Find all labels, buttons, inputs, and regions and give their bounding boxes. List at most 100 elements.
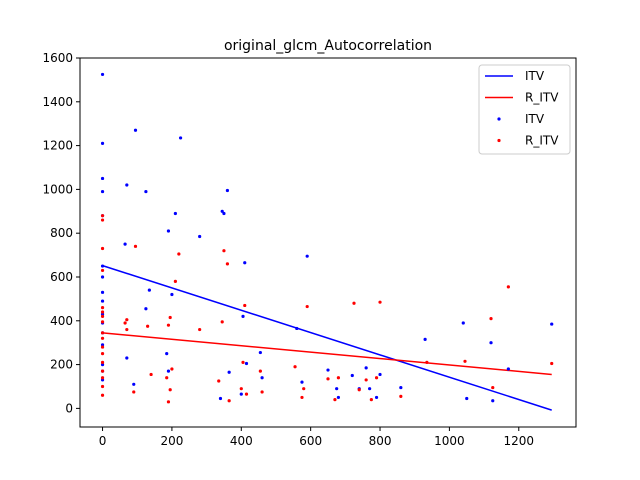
scatter-point-itv	[125, 183, 129, 187]
scatter-point-r-itv	[100, 360, 105, 364]
scatter-point-r-itv	[100, 376, 105, 380]
y-tick-label: 1400	[42, 95, 73, 109]
scatter-point-itv	[465, 396, 469, 401]
scatter-point-itv	[100, 343, 105, 347]
scatter-point-itv	[123, 242, 127, 246]
scatter-point-itv	[218, 396, 223, 401]
scatter-point-r-itv	[489, 316, 493, 321]
y-tick-label: 1200	[42, 139, 73, 153]
legend-label: ITV	[525, 69, 545, 83]
scatter-point-itv	[178, 136, 183, 140]
scatter-point-r-itv	[357, 388, 361, 392]
scatter-point-itv	[258, 350, 262, 355]
legend-label: R_ITV	[525, 134, 559, 148]
scatter-point-r-itv	[170, 367, 174, 371]
scatter-point-itv	[350, 373, 354, 378]
legend-label: ITV	[525, 112, 545, 126]
scatter-point-r-itv	[305, 304, 309, 309]
scatter-point-itv	[239, 392, 243, 396]
scatter-point-itv	[225, 188, 230, 193]
scatter-point-r-itv	[100, 331, 105, 335]
scatter-point-r-itv	[165, 376, 169, 380]
y-tick-label: 1600	[42, 51, 73, 65]
scatter-point-itv	[305, 254, 309, 258]
scatter-point-r-itv	[125, 318, 129, 322]
scatter-point-itv	[100, 290, 105, 294]
y-tick-label: 400	[50, 314, 73, 328]
x-tick-label: 600	[299, 434, 322, 448]
scatter-point-r-itv	[198, 327, 202, 332]
scatter-point-r-itv	[364, 378, 368, 382]
scatter-point-itv	[100, 378, 105, 382]
scatter-point-r-itv	[100, 320, 105, 324]
chart-title: original_glcm_Autocorrelation	[224, 38, 432, 54]
scatter-point-itv	[100, 264, 105, 268]
scatter-point-itv	[100, 72, 105, 77]
scatter-point-r-itv	[217, 379, 221, 383]
scatter-point-r-itv	[491, 385, 495, 390]
scatter-point-itv	[220, 209, 224, 213]
scatter-point-itv	[336, 395, 341, 400]
scatter-point-itv	[100, 362, 105, 367]
axes-frame	[79, 57, 577, 428]
scatter-point-r-itv	[302, 387, 306, 391]
scatter-point-itv	[100, 189, 105, 194]
scatter-point-r-itv	[352, 301, 356, 305]
scatter-point-itv	[166, 369, 171, 373]
scatter-point-itv	[241, 314, 245, 319]
scatter-point-itv	[326, 368, 330, 372]
scatter-point-r-itv	[100, 306, 105, 310]
scatter-point-r-itv	[173, 279, 177, 283]
scatter-point-r-itv	[369, 398, 373, 402]
x-tick-label: 400	[230, 434, 253, 448]
legend: ITV R_ITV ITV R_ITV	[478, 64, 571, 155]
scatter-point-r-itv	[100, 345, 105, 349]
scatter-point-r-itv	[100, 352, 105, 356]
scatter-point-r-itv	[258, 369, 262, 373]
scatter-point-r-itv	[550, 361, 554, 366]
legend-box	[478, 64, 571, 155]
scatter-point-r-itv	[239, 387, 243, 391]
scatter-point-itv	[144, 189, 148, 194]
scatter-point-r-itv	[100, 314, 105, 319]
scatter-point-r-itv	[166, 323, 171, 327]
scatter-point-itv	[423, 337, 427, 342]
scatter-point-itv	[378, 372, 382, 377]
scatter-point-r-itv	[132, 390, 136, 394]
scatter-point-itv	[100, 176, 105, 181]
y-tick-label: 600	[50, 270, 73, 284]
scatter-point-r-itv	[463, 359, 467, 363]
scatter-point-itv	[100, 312, 105, 316]
scatter-point-r-itv	[300, 395, 304, 400]
scatter-point-r-itv	[149, 372, 153, 377]
scatter-point-r-itv	[125, 327, 129, 332]
scatter-point-itv	[335, 387, 339, 391]
scatter-point-r-itv	[425, 360, 429, 364]
scatter-point-r-itv	[333, 398, 337, 402]
scatter-point-r-itv	[222, 249, 226, 253]
scatter-point-r-itv	[244, 392, 249, 396]
scatter-point-r-itv	[100, 246, 105, 251]
scatter-point-r-itv	[177, 252, 181, 256]
scatter-point-itv	[170, 292, 174, 297]
scatter-point-r-itv	[378, 300, 382, 304]
y-tick-label: 800	[50, 226, 73, 240]
scatter-point-itv	[244, 361, 249, 366]
scatter-point-itv	[222, 211, 226, 216]
y-tick-label: 200	[50, 358, 73, 372]
y-tick-label: 1000	[42, 182, 73, 196]
scatter-point-r-itv	[241, 360, 245, 364]
y-tick-label: 0	[65, 401, 73, 415]
scatter-point-itv	[461, 321, 465, 325]
legend-marker-r-itv	[497, 138, 501, 143]
scatter-point-itv	[364, 366, 368, 370]
scatter-point-itv	[133, 128, 138, 132]
plot-area	[79, 57, 577, 428]
scatter-point-itv	[368, 387, 372, 391]
scatter-point-r-itv	[225, 262, 230, 266]
legend-label: R_ITV	[525, 91, 559, 105]
scatter-point-itv	[165, 352, 169, 356]
legend-marker-itv	[497, 117, 501, 121]
scatter-point-itv	[489, 341, 493, 345]
